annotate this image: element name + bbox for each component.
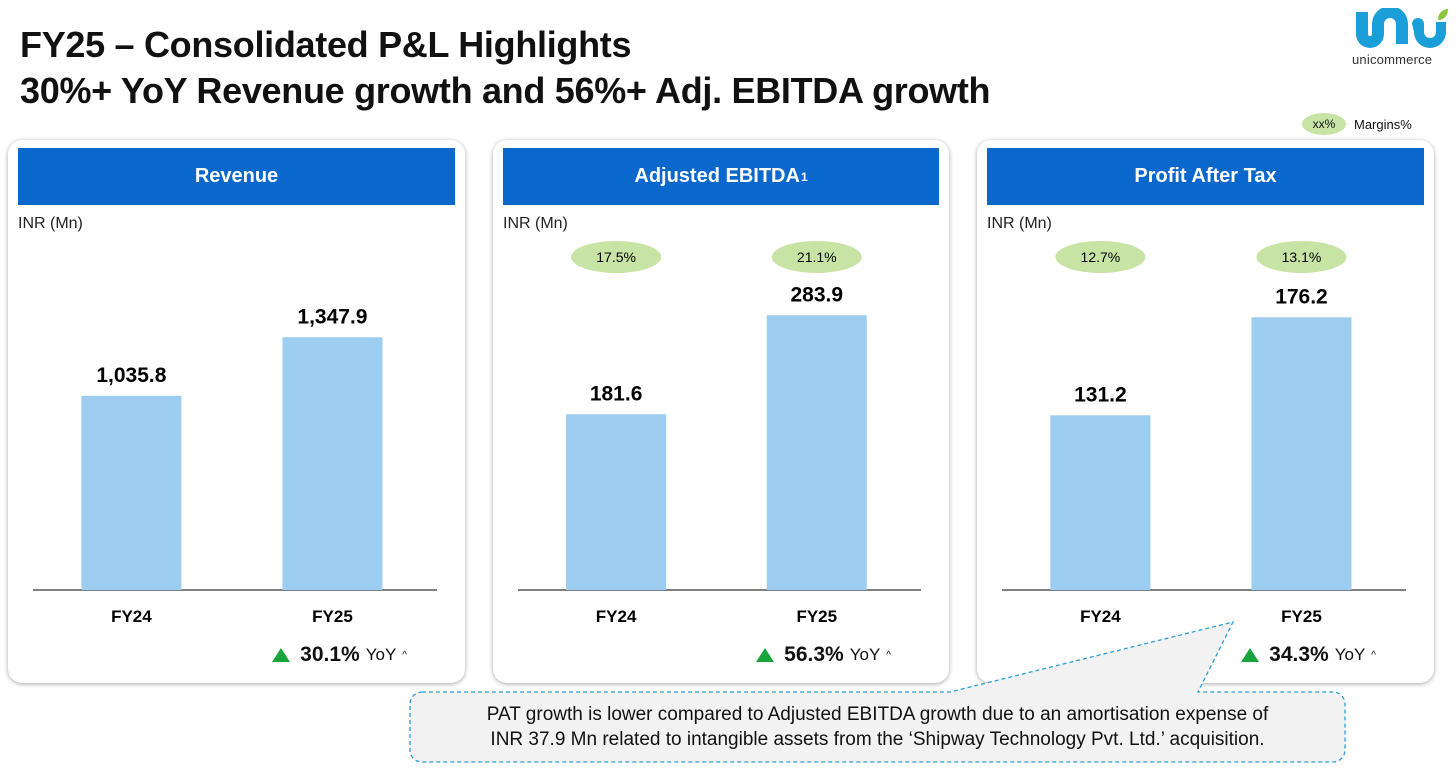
profit-after-tax-card: Profit After Tax INR (Mn) 131.2 FY24 12.7%…: [977, 140, 1434, 683]
up-triangle-icon: [1241, 648, 1260, 662]
value-label: 1,035.8: [96, 364, 166, 387]
margin-pill: [771, 241, 862, 273]
margin-label: 17.5%: [596, 249, 636, 265]
bar-chart: 181.6 FY24 17.5% 283.9 FY25 21.1%: [518, 241, 921, 626]
bar-fy24: [81, 395, 182, 590]
margin-pill: [1055, 241, 1146, 273]
x-tick-label: FY24: [1080, 607, 1121, 626]
yoy-growth: 56.3% YoY ^: [756, 643, 891, 667]
legend: xx% Margins%: [1302, 113, 1412, 135]
yoy-growth: 34.3% YoY ^: [1241, 643, 1376, 667]
page-title: FY25 – Consolidated P&L Highlights 30%+ …: [20, 22, 991, 114]
yoy-footnote: ^: [1371, 649, 1376, 661]
card-header: Revenue: [18, 148, 455, 205]
bar-chart: 131.2 FY24 12.7% 176.2 FY25 13.1%: [1002, 241, 1406, 626]
yoy-value: 34.3%: [1269, 643, 1329, 666]
legend-label: Margins%: [1354, 116, 1412, 132]
legend-pill: xx%: [1302, 113, 1346, 135]
card-header: Profit After Tax: [987, 148, 1424, 205]
unicommerce-logo-icon: [1356, 8, 1448, 48]
up-triangle-icon: [272, 648, 291, 662]
bar-chart: 1,035.8 FY24 1,347.9 FY25: [33, 305, 437, 626]
callout-bubble: [409, 621, 1346, 763]
x-tick-label: FY25: [312, 607, 353, 626]
revenue-card: Revenue INR (Mn) 1,035.8 FY24 1,347.9 FY25 …: [8, 140, 465, 683]
callout-line-2: INR 37.9 Mn related to intangible assets…: [490, 729, 1265, 750]
footnote-marker: 1: [800, 169, 808, 184]
yoy-footnote: ^: [886, 649, 891, 661]
x-tick-label: FY24: [111, 607, 152, 626]
unit-label: INR (Mn): [18, 215, 83, 232]
unit-label: INR (Mn): [987, 215, 1052, 232]
title-line-2: 30%+ YoY Revenue growth and 56%+ Adj. EB…: [20, 70, 991, 111]
value-label: 181.6: [590, 382, 643, 405]
yoy-label: YoY: [849, 645, 881, 664]
chart-title: Profit After Tax: [1134, 165, 1277, 187]
margin-label: 13.1%: [1282, 249, 1322, 265]
unit-label: INR (Mn): [503, 215, 568, 232]
yoy-growth: 30.1% YoY ^: [272, 643, 407, 667]
chart-title: Revenue: [194, 165, 279, 187]
bar-fy25: [1251, 317, 1352, 590]
pat-callout: PAT growth is lower compared to Adjusted…: [409, 621, 1346, 763]
margin-pill: [1256, 241, 1347, 273]
logo-text: unicommerce: [1352, 52, 1433, 67]
adjusted-ebitda-card: Adjusted EBITDA 1 INR (Mn) 181.6 FY24 17.5%…: [493, 140, 949, 683]
callout-line-1: PAT growth is lower compared to Adjusted…: [486, 704, 1269, 725]
yoy-value: 56.3%: [784, 643, 844, 666]
yoy-value: 30.1%: [300, 643, 360, 666]
yoy-footnote: ^: [402, 649, 407, 661]
margin-label: 12.7%: [1081, 249, 1121, 265]
bar-fy24: [1050, 415, 1151, 590]
chart-title: Adjusted EBITDA: [634, 165, 800, 187]
yoy-label: YoY: [365, 645, 397, 664]
bar-fy25: [766, 315, 867, 590]
value-label: 283.9: [790, 283, 843, 306]
margin-label: 21.1%: [797, 249, 837, 265]
yoy-label: YoY: [1334, 645, 1366, 664]
bar-fy25: [282, 337, 383, 590]
value-label: 176.2: [1275, 285, 1328, 308]
x-tick-label: FY25: [1281, 607, 1322, 626]
bar-fy24: [566, 414, 667, 590]
x-tick-label: FY25: [796, 607, 837, 626]
up-triangle-icon: [756, 648, 775, 662]
margin-pill: [571, 241, 662, 273]
value-label: 1,347.9: [297, 305, 367, 328]
x-tick-label: FY24: [596, 607, 637, 626]
value-label: 131.2: [1074, 383, 1127, 406]
card-header: Adjusted EBITDA 1: [503, 148, 939, 205]
title-line-1: FY25 – Consolidated P&L Highlights: [20, 24, 632, 65]
